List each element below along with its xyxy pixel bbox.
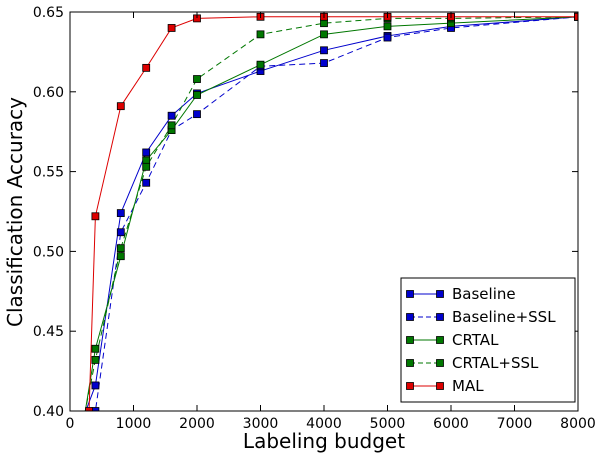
legend-label-mal: MAL <box>452 377 484 395</box>
data-point-baseline-ssl <box>320 59 328 67</box>
data-point-baseline-ssl <box>193 110 201 119</box>
data-point-baseline <box>116 209 125 217</box>
data-point-crtal <box>383 22 392 31</box>
data-point-crtal-ssl <box>167 121 176 130</box>
data-point-crtal <box>91 344 100 353</box>
legend-marker-baseline <box>436 290 444 298</box>
x-tick-label: 7000 <box>497 416 533 432</box>
data-point-crtal-ssl <box>320 19 328 28</box>
data-point-mal <box>142 63 151 72</box>
data-point-baseline-ssl <box>116 228 125 237</box>
data-point-crtal <box>79 423 86 430</box>
x-tick-label: 0 <box>66 416 75 432</box>
data-point-mal <box>85 407 93 411</box>
y-tick-label: 0.55 <box>33 165 64 181</box>
data-point-mal <box>574 12 578 21</box>
legend-marker-baseline <box>406 290 414 298</box>
y-tick-label: 0.45 <box>33 324 64 340</box>
data-point-crtal <box>256 60 265 69</box>
data-point-crtal <box>116 252 125 261</box>
data-point-crtal <box>193 91 201 99</box>
x-tick-label: 4000 <box>306 416 342 432</box>
legend-marker-baseline-ssl <box>436 313 444 321</box>
x-axis-ticks: 0 1000 2000 3000 4000 5000 6000 7000 8000 <box>66 12 595 432</box>
data-point-baseline-ssl <box>383 33 392 42</box>
data-point-baseline <box>320 46 328 55</box>
data-point-mal <box>167 24 176 32</box>
legend-marker-crtal <box>406 336 414 344</box>
y-axis-title: Classification Accuracy <box>3 97 27 327</box>
y-tick-label: 0.60 <box>33 85 64 101</box>
x-tick-label: 8000 <box>560 416 595 432</box>
x-tick-label: 2000 <box>179 416 215 432</box>
y-tick-label: 0.65 <box>33 5 64 21</box>
data-point-baseline-ssl <box>142 178 151 187</box>
data-point-baseline-ssl <box>91 407 100 411</box>
series-line-crtal-ssl <box>84 16 578 411</box>
x-tick-label: 3000 <box>243 416 279 432</box>
data-point-crtal <box>142 156 151 165</box>
legend-marker-mal <box>406 382 414 390</box>
x-tick-label: 1000 <box>116 416 152 432</box>
legend-label-baseline: Baseline <box>452 285 516 303</box>
data-point-crtal-ssl <box>91 356 100 364</box>
legend-marker-baseline-ssl <box>406 313 414 321</box>
legend-label-crtal: CRTAL <box>452 331 499 349</box>
legend-marker-crtal-ssl <box>406 359 414 367</box>
data-point-crtal <box>320 30 328 39</box>
data-point-mal <box>116 102 125 111</box>
data-point-baseline <box>142 148 151 157</box>
y-tick-label: 0.50 <box>33 244 64 260</box>
legend: Baseline Baseline+SSL CRTAL CRTAL+SSL MAL <box>400 277 576 403</box>
data-point-mal <box>91 212 100 221</box>
x-tick-label: 6000 <box>433 416 469 432</box>
data-point-crtal-ssl <box>79 420 86 427</box>
legend-marker-crtal-ssl <box>436 359 444 367</box>
data-point-crtal-ssl <box>193 75 201 83</box>
legend-marker-crtal <box>436 336 444 344</box>
y-axis-ticks: 0.40 0.45 0.50 0.55 0.60 0.65 <box>33 5 578 420</box>
data-point-crtal-ssl <box>142 162 151 171</box>
data-point-crtal-ssl <box>116 244 125 253</box>
legend-label-crtal-ssl: CRTAL+SSL <box>452 354 539 372</box>
data-point-baseline <box>167 111 176 120</box>
data-point-baseline <box>79 415 86 422</box>
y-tick-label: 0.40 <box>33 404 64 420</box>
legend-label-baseline-ssl: Baseline+SSL <box>452 308 556 326</box>
data-point-baseline-ssl <box>79 431 86 438</box>
legend-marker-mal <box>436 382 444 390</box>
x-axis-title: Labeling budget <box>243 429 405 453</box>
data-point-baseline <box>91 381 100 390</box>
x-tick-label: 5000 <box>370 416 406 432</box>
data-point-crtal-ssl <box>256 30 265 39</box>
